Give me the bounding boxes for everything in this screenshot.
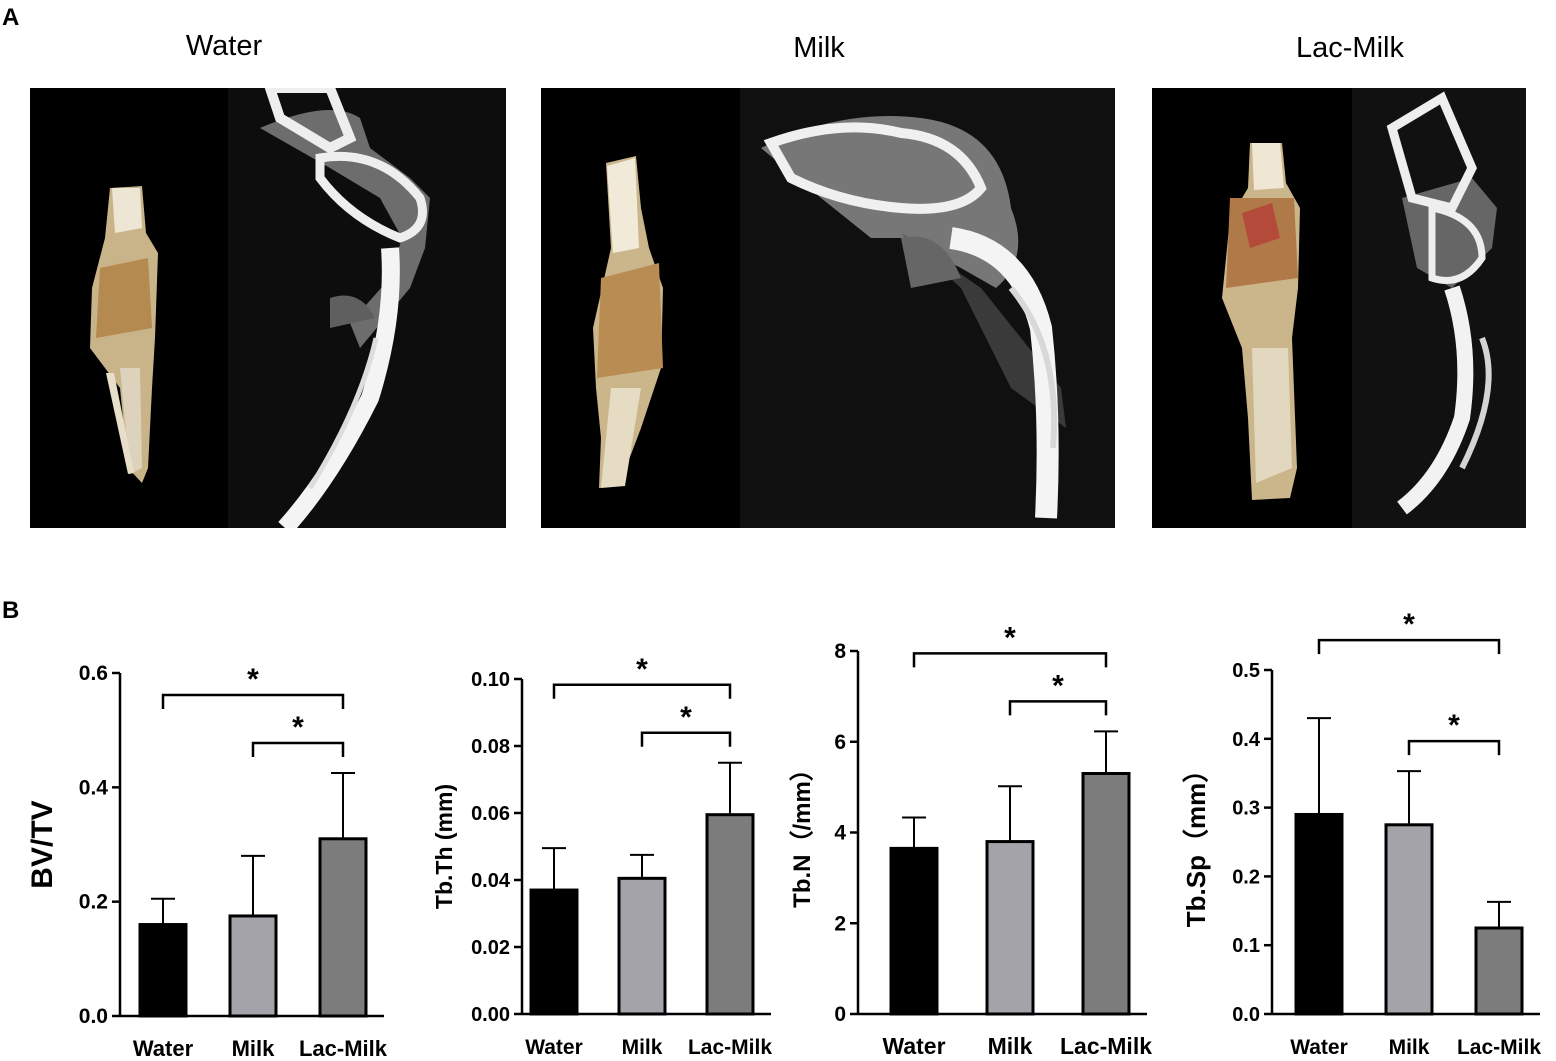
bar-water [1294,812,1344,1016]
y-tick-label: 0.2 [1232,866,1260,888]
y-tick-label: 0.04 [471,870,511,892]
y-tick-label: 0.3 [1232,798,1260,820]
bar-lac-milk [318,837,368,1018]
x-category-label: Water [525,1036,583,1059]
bar-lac-milk [1474,926,1524,1016]
bar-chart-tb-sp: 0.0 0.1 0.2 0.3 0.4 0.5 Tb.Sp（mm） Water Milk Lac-… [1181,608,1541,1059]
x-category-label: Lac-Milk [299,1036,388,1060]
x-category-label: Water [1290,1036,1348,1059]
bone-3d-render-icon [90,186,158,483]
ct-slice-icon [260,88,430,528]
y-tick-label: 0.6 [79,662,108,685]
x-category-label: Milk [622,1036,663,1059]
x-category-label: Lac-Milk [1457,1036,1541,1059]
y-tick-label: 0.5 [1232,660,1260,682]
significance-bracket [1407,739,1501,756]
y-tick-label: 2 [834,912,846,935]
image-title-water: Water [185,30,263,62]
significance-star: * [1448,709,1460,742]
ct-image-milk [541,88,1115,528]
bar-water [889,846,939,1016]
x-category-label: Milk [988,1033,1033,1059]
bar-milk [985,840,1035,1016]
y-tick-label: 0.00 [471,1004,510,1026]
y-tick-label: 0.4 [79,776,109,799]
bar-chart-bv-tv: 0.0 0.2 0.4 0.6 BV/TV Water Milk Lac-Milk * * [26,662,388,1060]
ct-slice-icon [1386,91,1497,515]
bone-3d-render-icon [593,156,663,488]
y-tick-label: 6 [834,731,846,754]
y-tick-label: 0.10 [471,669,510,691]
y-axis-label: Tb.Th (mm) [431,784,457,909]
y-tick-label: 0 [834,1003,846,1026]
y-tick-label: 0.4 [1232,729,1261,751]
significance-star: * [247,663,259,696]
significance-bracket [1317,638,1501,655]
significance-star: * [1052,669,1064,702]
y-tick-label: 8 [834,640,846,663]
x-category-label: Water [882,1033,945,1059]
significance-star: * [292,711,304,744]
panel-label-a: A [2,4,20,31]
significance-star: * [680,701,692,734]
y-axis-label: Tb.N（/mm） [789,757,816,908]
y-tick-label: 0.06 [471,803,510,825]
image-title-lac-milk: Lac-Milk [1296,32,1404,64]
x-category-label: Lac-Milk [1060,1033,1152,1059]
bar-lac-milk [1081,772,1131,1016]
significance-star: * [636,653,648,686]
x-category-label: Milk [232,1036,276,1060]
bar-milk [228,914,278,1018]
y-tick-label: 0.0 [1232,1004,1260,1026]
y-tick-label: 0.1 [1232,935,1260,957]
bar-chart-tb-th: 0.00 0.02 0.04 0.06 0.08 0.10 Tb.Th (mm) Water M… [431,653,772,1059]
ct-slice-icon [761,116,1066,519]
x-category-label: Lac-Milk [688,1036,772,1059]
x-category-label: Milk [1389,1036,1430,1059]
ct-image-lac-milk [1152,88,1526,528]
y-tick-label: 0.2 [79,891,108,914]
ct-image-water [30,88,506,528]
significance-bracket [912,652,1108,668]
bar-chart-tb-n: 0 2 4 6 8 Tb.N（/mm） Water Milk Lac-Milk * * [789,621,1152,1059]
significance-bracket [1008,700,1108,716]
y-axis-label: BV/TV [26,800,59,888]
significance-bracket [552,683,732,699]
x-category-label: Water [133,1036,194,1060]
bar-milk [617,876,667,1016]
significance-bracket [161,693,345,710]
significance-bracket [251,741,345,758]
image-title-milk: Milk [793,32,845,64]
significance-bracket [640,731,732,747]
y-tick-label: 4 [834,822,846,845]
y-tick-label: 0.0 [79,1005,108,1028]
bone-3d-render-icon [1222,143,1300,500]
y-axis-label: Tb.Sp（mm） [1181,757,1211,927]
significance-star: * [1403,608,1415,641]
panel-label-b: B [2,597,20,624]
significance-star: * [1004,621,1016,654]
bar-milk [1384,823,1434,1016]
bar-water [529,888,579,1016]
bar-water [138,923,188,1018]
y-tick-label: 0.08 [471,736,510,758]
y-tick-label: 0.02 [471,937,510,959]
bar-lac-milk [705,813,755,1016]
